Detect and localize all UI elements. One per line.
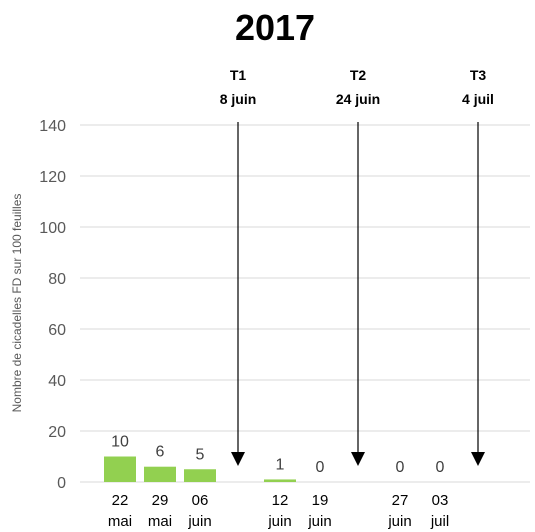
x-tick-label: 27 xyxy=(392,492,409,509)
treatment-label: T3 xyxy=(470,67,487,83)
chart-title: 2017 xyxy=(235,7,315,48)
treatment-label: T2 xyxy=(350,67,367,83)
arrow-down-icon xyxy=(231,452,245,466)
bar xyxy=(104,456,136,482)
y-tick-label: 40 xyxy=(48,373,66,390)
x-tick-label: juin xyxy=(267,513,291,530)
x-axis-ticks: 22 mai 29 mai 06 juin 12 juin 19 juin 27 juin 03 juil xyxy=(108,492,449,530)
x-tick-label: 03 xyxy=(432,492,449,509)
x-tick-label: juin xyxy=(187,513,211,530)
bar xyxy=(184,469,216,482)
y-tick-label: 140 xyxy=(39,118,66,135)
x-tick-label: juin xyxy=(307,513,331,530)
treatment-date: 4 juil xyxy=(462,91,494,107)
y-tick-label: 20 xyxy=(48,424,66,441)
data-label: 0 xyxy=(316,459,325,476)
y-tick-label: 120 xyxy=(39,169,66,186)
data-label: 10 xyxy=(111,434,129,451)
x-tick-label: 19 xyxy=(312,492,329,509)
x-tick-label: juin xyxy=(387,513,411,530)
x-tick-label: mai xyxy=(108,513,132,530)
data-label: 5 xyxy=(196,446,205,463)
arrow-down-icon xyxy=(471,452,485,466)
x-tick-label: mai xyxy=(148,513,172,530)
y-axis-ticks: 0 20 40 60 80 100 120 140 xyxy=(39,118,66,492)
treatment-annotations: T1 8 juin T2 24 juin T3 4 juil xyxy=(220,67,494,466)
y-tick-label: 60 xyxy=(48,322,66,339)
data-label: 0 xyxy=(436,459,445,476)
x-tick-label: 29 xyxy=(152,492,169,509)
treatment-date: 24 juin xyxy=(336,91,380,107)
y-tick-label: 80 xyxy=(48,271,66,288)
x-tick-label: 06 xyxy=(192,492,209,509)
y-tick-label: 100 xyxy=(39,220,66,237)
data-label: 6 xyxy=(156,444,165,461)
bars xyxy=(104,456,296,482)
treatment-date: 8 juin xyxy=(220,91,257,107)
x-tick-label: juil xyxy=(430,513,449,530)
data-label: 0 xyxy=(396,459,405,476)
bar xyxy=(144,466,176,482)
bar xyxy=(264,479,296,482)
treatment-label: T1 xyxy=(230,67,247,83)
data-labels: 106 51 0 0 0 xyxy=(111,434,444,477)
gridlines xyxy=(80,124,530,483)
y-axis-label: Nombre de cicadelles FD sur 100 feuilles xyxy=(10,194,24,413)
x-tick-label: 12 xyxy=(272,492,289,509)
data-label: 1 xyxy=(276,456,285,473)
y-tick-label: 0 xyxy=(57,475,66,492)
arrow-down-icon xyxy=(351,452,365,466)
x-tick-label: 22 xyxy=(112,492,129,509)
